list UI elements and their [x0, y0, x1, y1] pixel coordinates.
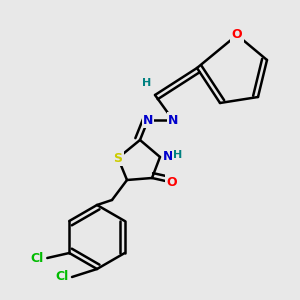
Text: N: N	[143, 113, 153, 127]
Text: N: N	[163, 151, 173, 164]
Text: H: H	[173, 150, 183, 160]
Text: Cl: Cl	[56, 271, 69, 284]
Text: S: S	[113, 152, 122, 164]
Text: O: O	[232, 28, 242, 41]
Text: N: N	[168, 113, 178, 127]
Text: H: H	[142, 78, 152, 88]
Text: O: O	[167, 176, 177, 188]
Text: Cl: Cl	[31, 251, 44, 265]
